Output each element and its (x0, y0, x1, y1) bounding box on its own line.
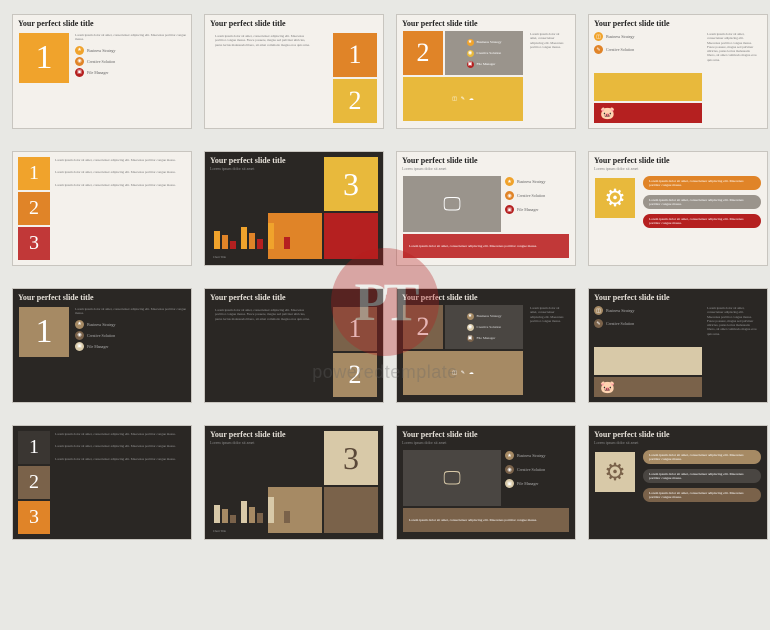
bulb-icon: ◉ (75, 57, 84, 66)
folder-icon: ▣ (75, 68, 84, 77)
bar-chart (213, 487, 291, 523)
slide-2[interactable]: Your perfect slide title Lorem ipsum dol… (204, 14, 384, 129)
monitor-icon: 🖵 (403, 176, 501, 232)
slide-8[interactable]: Your perfect slide title Lorem ipsum dol… (588, 151, 768, 266)
gear-icon: ⚙ (595, 452, 635, 492)
star-icon: ★ (75, 46, 84, 55)
slide-15[interactable]: Your perfect slide title Lorem ipsum dol… (396, 425, 576, 540)
slide-10[interactable]: Your perfect slide title Lorem ipsum dol… (204, 288, 384, 403)
slide-6[interactable]: Your perfect slide title Lorem ipsum dol… (204, 151, 384, 266)
number-block: 1 (19, 33, 69, 83)
thumbnail-grid: Your perfect slide title 1 Lorem ipsum d… (0, 0, 770, 554)
slide-9[interactable]: Your perfect slide title 1 Lorem ipsum d… (12, 288, 192, 403)
slide-16[interactable]: Your perfect slide title Lorem ipsum dol… (588, 425, 768, 540)
bar-chart (213, 213, 291, 249)
slide-5[interactable]: 1 2 3 Lorem ipsum dolor sit amet, consec… (12, 151, 192, 266)
slide-title: Your perfect slide title (13, 15, 191, 29)
monitor-icon: 🖵 (403, 450, 501, 506)
slide-7[interactable]: Your perfect slide title Lorem ipsum dol… (396, 151, 576, 266)
slide-4[interactable]: Your perfect slide title ◫Business Strat… (588, 14, 768, 129)
slide-13[interactable]: 1 2 3 Lorem ipsum dolor sit amet, consec… (12, 425, 192, 540)
slide-14[interactable]: Your perfect slide title Lorem ipsum dol… (204, 425, 384, 540)
text-col: Lorem ipsum dolor sit amet, consectetuer… (75, 33, 186, 78)
slide-1[interactable]: Your perfect slide title 1 Lorem ipsum d… (12, 14, 192, 129)
piggy-icon: 🐷 (594, 377, 702, 397)
piggy-icon: 🐷 (594, 103, 702, 123)
slide-12[interactable]: Your perfect slide title ◫Business Strat… (588, 288, 768, 403)
slide-11[interactable]: Your perfect slide title 2 ★Business Str… (396, 288, 576, 403)
slide-3[interactable]: Your perfect slide title 2 ★Business Str… (396, 14, 576, 129)
gear-icon: ⚙ (595, 178, 635, 218)
